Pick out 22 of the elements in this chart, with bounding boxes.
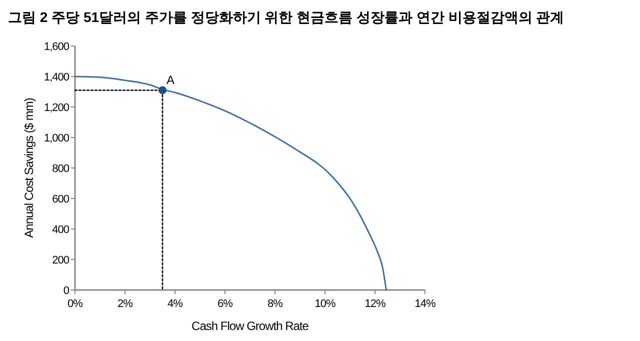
x-tick-label: 2% xyxy=(118,298,134,310)
y-tick-label: 1,000 xyxy=(44,132,70,144)
x-axis-title: Cash Flow Growth Rate xyxy=(192,319,310,333)
y-tick-label: 1,600 xyxy=(44,40,70,53)
x-tick-label: 12% xyxy=(364,298,386,310)
annotation: A xyxy=(166,73,175,88)
x-tick-label: 14% xyxy=(414,298,436,310)
y-tick-label: 400 xyxy=(52,224,70,236)
line-series xyxy=(74,76,387,291)
y-tick-label: 1,400 xyxy=(44,71,70,84)
x-tick-label: 6% xyxy=(218,298,234,310)
x-tick-label: 4% xyxy=(168,298,184,310)
y-tick-label: 800 xyxy=(52,162,70,175)
chart-title: 그림 2 주당 51달러의 주가를 정당화하기 위한 현금흐름 성장률과 연간 비용절감액의 관계 xyxy=(8,9,564,25)
x-tick-label: 8% xyxy=(268,298,284,310)
x-tick-label: 0% xyxy=(68,298,84,310)
x-tick-label: 10% xyxy=(314,298,336,310)
y-tick-label: 1,200 xyxy=(44,102,70,114)
y-tick-label: 600 xyxy=(52,193,70,206)
y-tick-label: 0 xyxy=(63,284,70,297)
y-tick-label: 200 xyxy=(52,254,70,266)
y-axis-title: Annual Cost Savings ($ mm) xyxy=(22,98,36,238)
